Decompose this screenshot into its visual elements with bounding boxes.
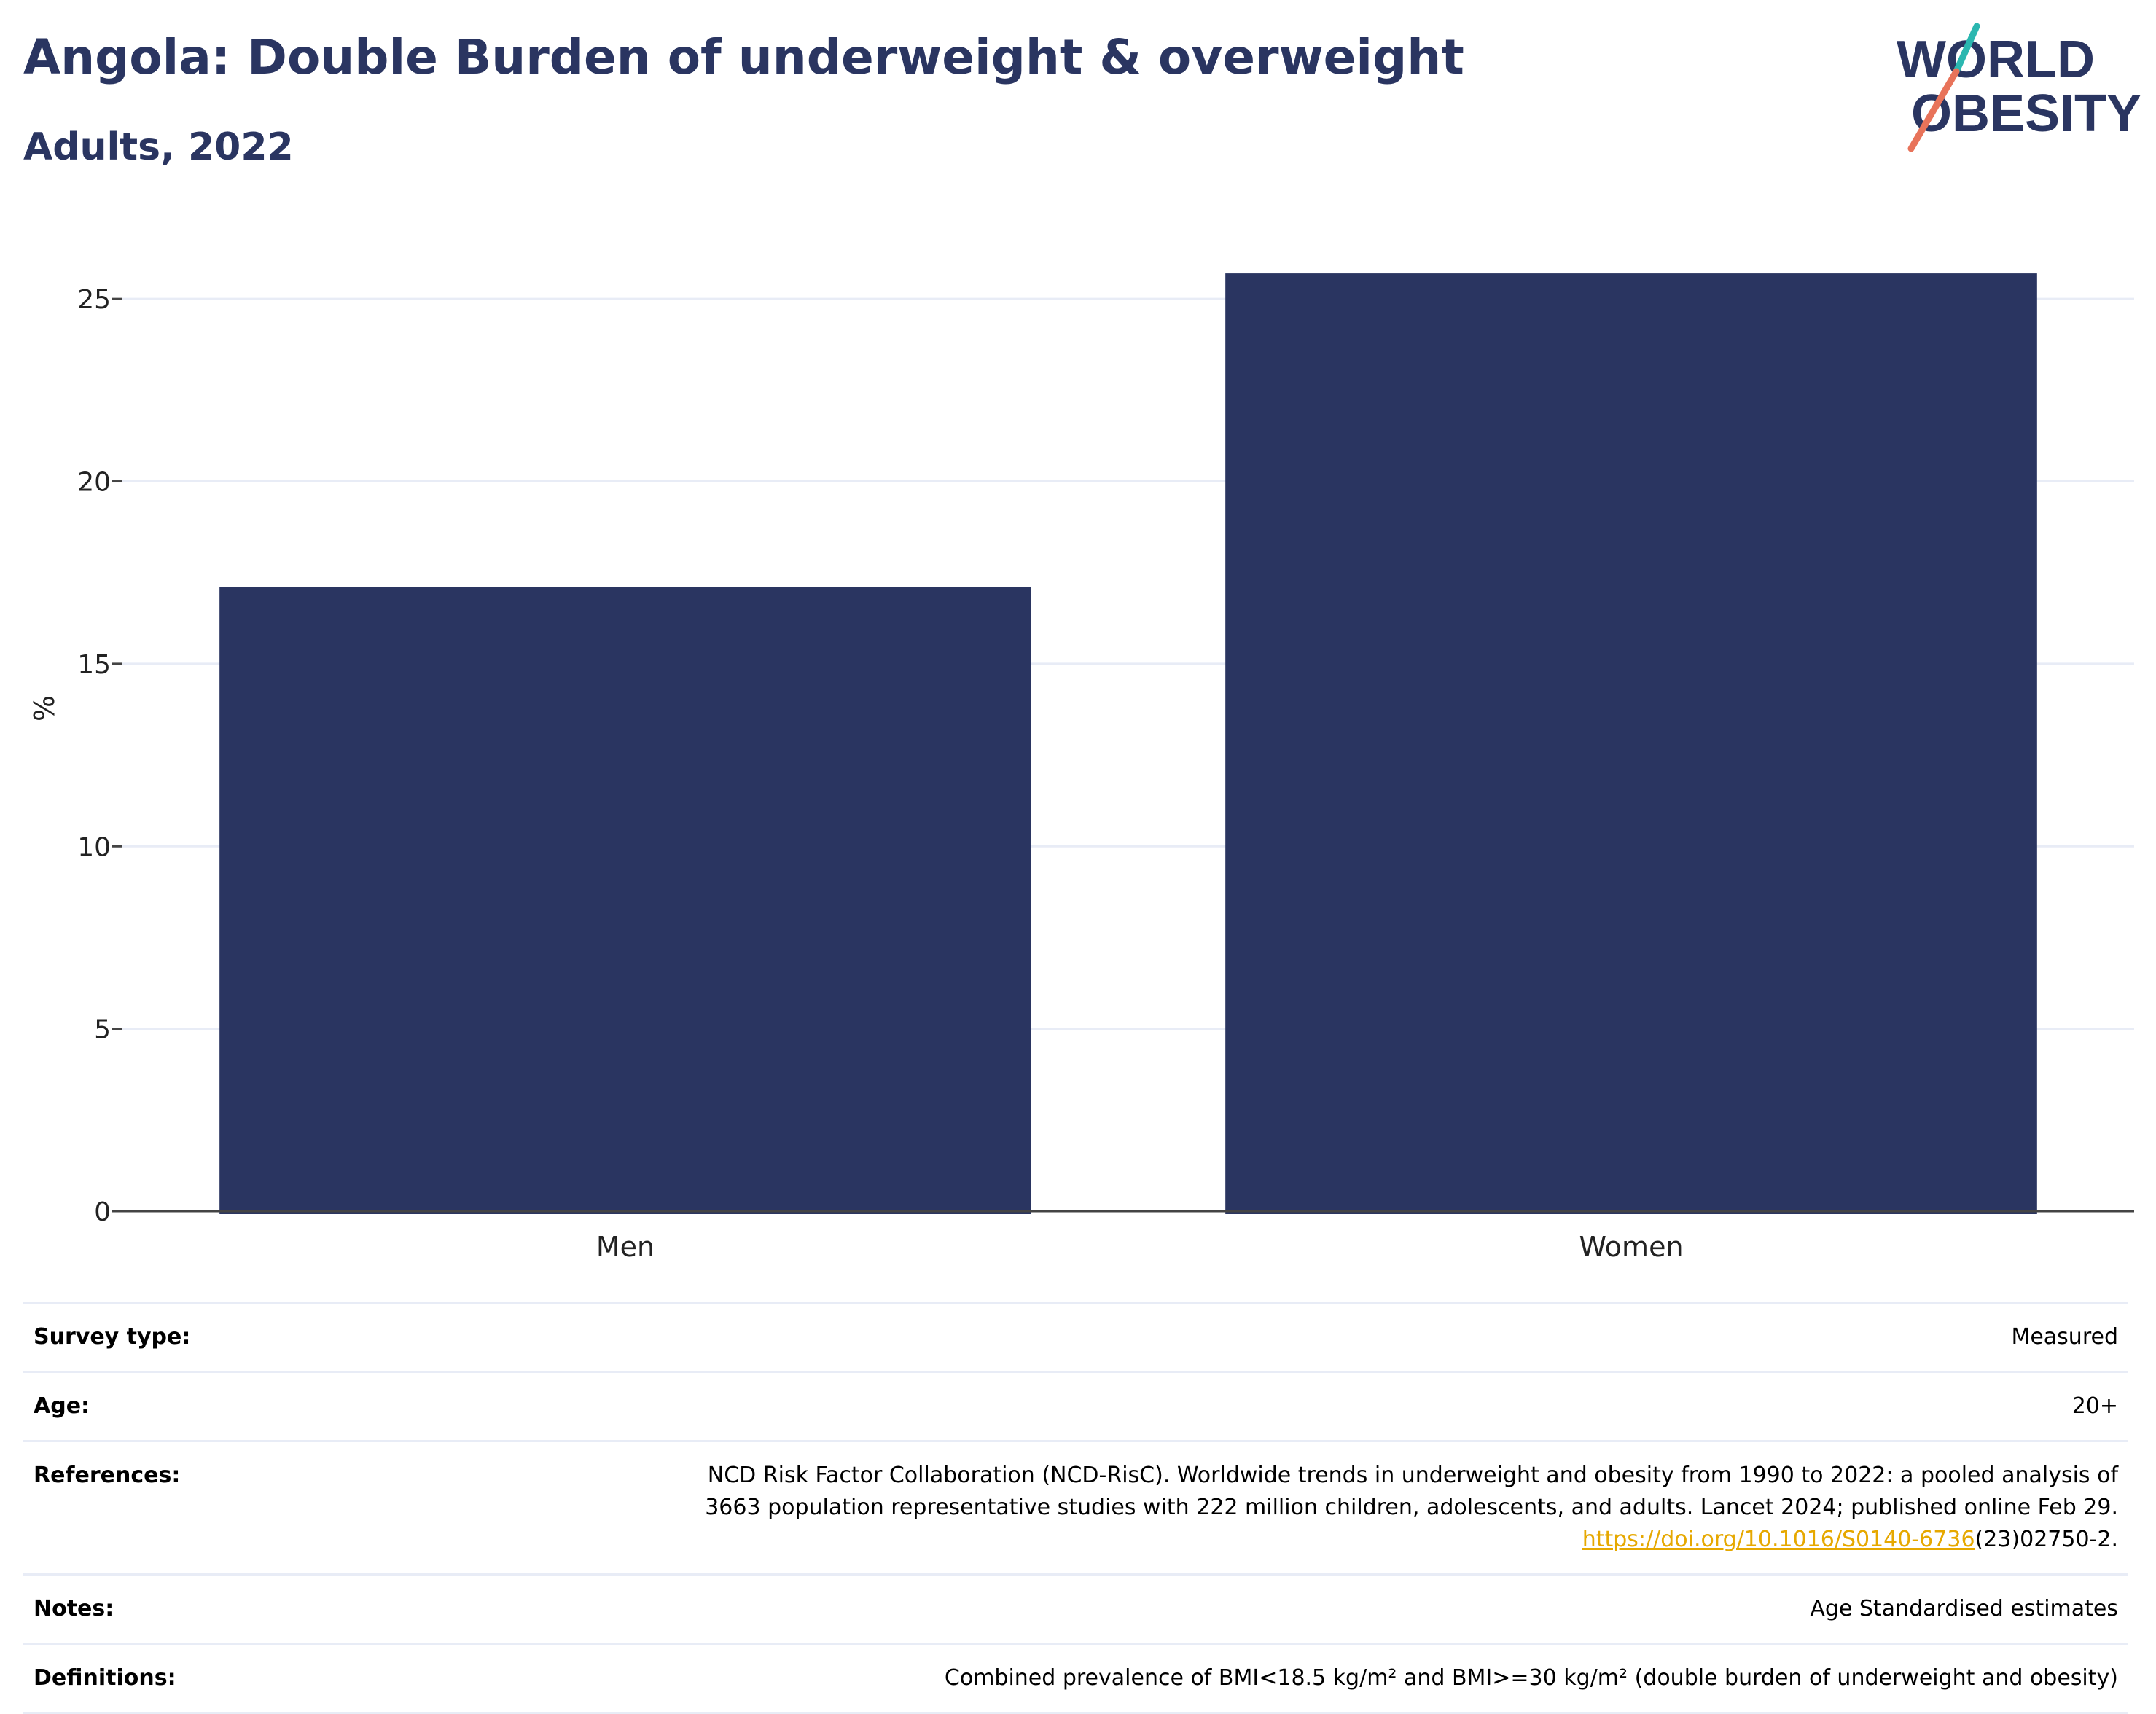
- meta-value-definitions: Combined prevalence of BMI<18.5 kg/m² an…: [335, 1643, 2128, 1714]
- meta-value-notes: Age Standardised estimates: [335, 1573, 2128, 1644]
- bar-women: [1225, 273, 2037, 1214]
- axes: 0 5 10 15 20 25 Men Women: [77, 285, 2134, 1261]
- bar-men: [219, 587, 1031, 1214]
- y-axis-title: %: [28, 695, 60, 721]
- y-tick-label: 15: [77, 650, 111, 680]
- meta-label-references: References:: [23, 1440, 335, 1575]
- reference-doi-link[interactable]: https://doi.org/10.1016/S0140-6736: [1582, 1527, 1975, 1552]
- meta-row-notes: Notes: Age Standardised estimates: [23, 1573, 2128, 1644]
- reference-doi-suffix: (23)02750-2.: [1975, 1527, 2118, 1552]
- meta-row-references: References: NCD Risk Factor Collaboratio…: [23, 1440, 2128, 1575]
- meta-label-definitions: Definitions:: [23, 1643, 335, 1714]
- chart-title: Angola: Double Burden of underweight & o…: [23, 29, 1464, 85]
- chart-subtitle: Adults, 2022: [23, 125, 294, 169]
- x-tick-label: Women: [1579, 1231, 1683, 1261]
- meta-row-definitions: Definitions: Combined prevalence of BMI<…: [23, 1643, 2128, 1714]
- metadata-table: Survey type: Measured Age: 20+ Reference…: [23, 1302, 2128, 1714]
- logo-text-obesity: OBESITY: [1911, 85, 2141, 143]
- y-tick-label: 10: [77, 832, 111, 862]
- bars: [219, 273, 2037, 1214]
- reference-line-2: 3663 population representative studies w…: [705, 1495, 2118, 1520]
- y-tick-label: 0: [94, 1197, 111, 1227]
- meta-label-notes: Notes:: [23, 1573, 335, 1644]
- world-obesity-logo: WORLD OBESITY: [1897, 23, 2141, 152]
- meta-value-age: 20+: [335, 1371, 2128, 1441]
- y-tick-label: 5: [94, 1015, 111, 1045]
- logo-slash-coral: [1907, 68, 1960, 152]
- meta-label-age: Age:: [23, 1371, 335, 1441]
- meta-value-references: NCD Risk Factor Collaboration (NCD-RisC)…: [335, 1440, 2128, 1575]
- meta-value-survey-type: Measured: [335, 1302, 2128, 1372]
- logo-text-world: WORLD: [1897, 31, 2095, 89]
- y-tick-label: 20: [77, 468, 111, 498]
- meta-row-survey-type: Survey type: Measured: [23, 1302, 2128, 1372]
- bar-chart: 0 5 10 15 20 25 Men Women %: [28, 273, 2134, 1261]
- y-tick-label: 25: [77, 285, 111, 315]
- meta-label-survey-type: Survey type:: [23, 1302, 335, 1372]
- meta-row-age: Age: 20+: [23, 1371, 2128, 1441]
- reference-line-1: NCD Risk Factor Collaboration (NCD-RisC)…: [707, 1463, 2118, 1488]
- x-tick-label: Men: [596, 1231, 655, 1261]
- logo-slash-teal: [1953, 23, 1980, 75]
